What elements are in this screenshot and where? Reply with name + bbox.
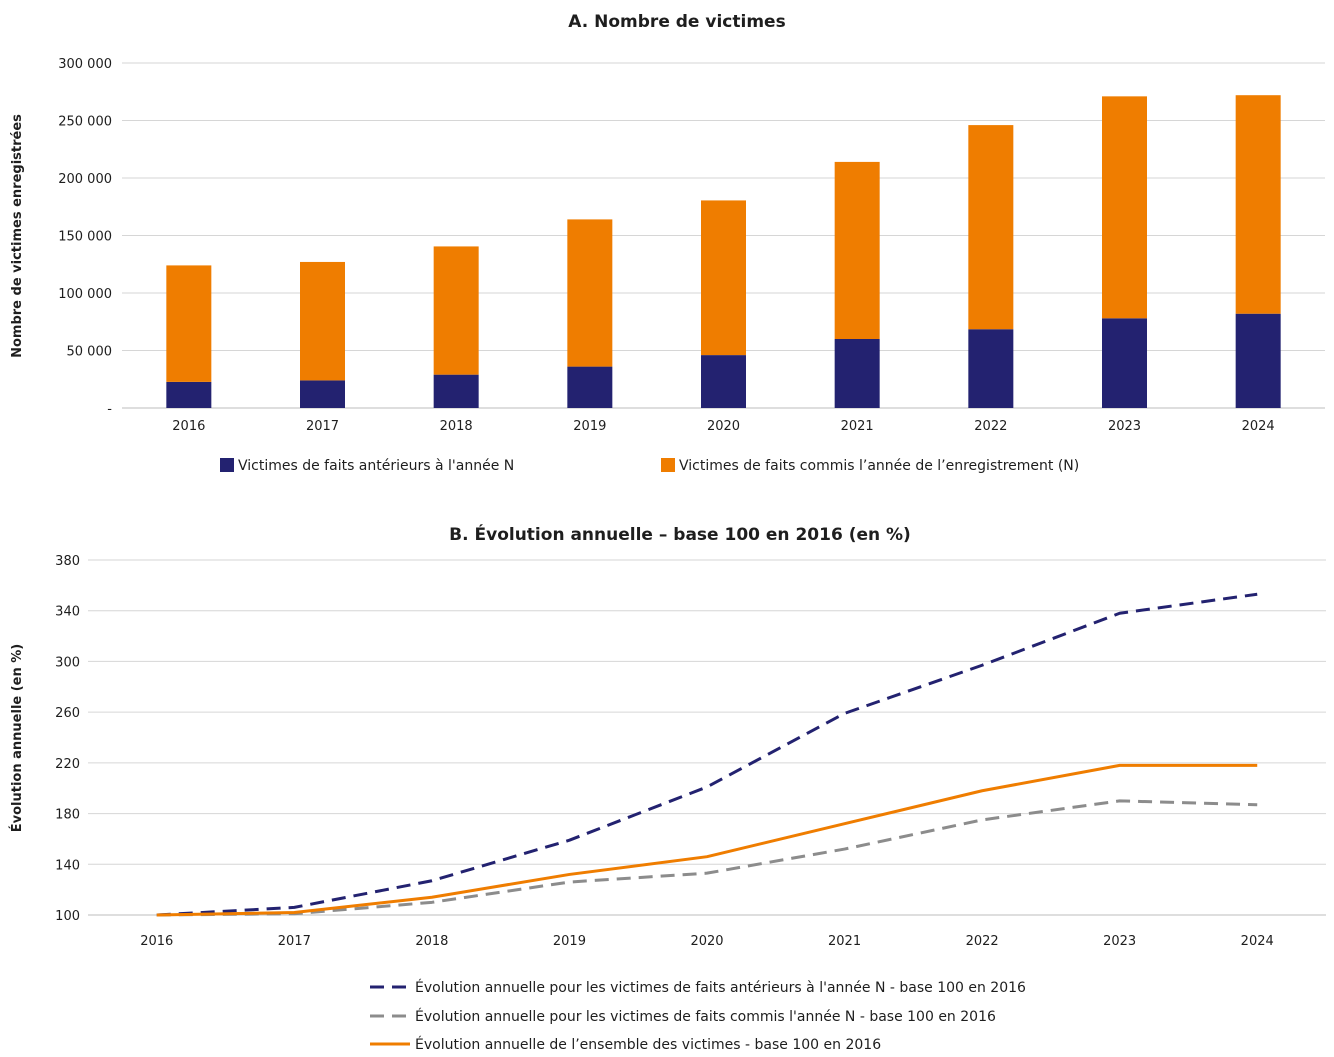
- y-tick-label: 340: [55, 605, 80, 620]
- legend-swatch: [661, 458, 675, 472]
- legend-label: Évolution annuelle pour les victimes de …: [415, 1008, 996, 1025]
- y-tick-label: 50 000: [67, 345, 113, 360]
- y-tick-label: 100: [55, 909, 80, 924]
- bar-segment-anterieurs: [433, 374, 479, 408]
- legend-swatch: [220, 458, 234, 472]
- x-tick-label: 2024: [1241, 934, 1274, 949]
- x-tick-label: 2021: [841, 419, 874, 434]
- x-tick-label: 2020: [707, 419, 740, 434]
- x-tick-label: 2017: [278, 934, 311, 949]
- line-ensemble: [156, 763, 1258, 917]
- chart-b-legend: Évolution annuelle pour les victimes de …: [370, 979, 1026, 1053]
- bar-segment-annee-n: [968, 125, 1014, 330]
- bar-segment-anterieurs: [300, 380, 345, 408]
- bar-segment-annee-n: [567, 219, 613, 367]
- legend-label: Évolution annuelle pour les victimes de …: [415, 979, 1026, 996]
- x-tick-label: 2022: [966, 934, 999, 949]
- chart-b-title: B. Évolution annuelle – base 100 en 2016…: [449, 523, 911, 545]
- x-tick-label: 2023: [1108, 419, 1141, 434]
- bar-segment-anterieurs: [1102, 318, 1147, 408]
- bar-segment-anterieurs: [834, 339, 880, 408]
- bar-segment-annee-n: [166, 265, 212, 382]
- y-tick-label: 250 000: [58, 115, 112, 130]
- y-tick-label: 150 000: [58, 230, 112, 245]
- y-tick-label: 140: [55, 858, 80, 873]
- bar-segment-annee-n: [300, 261, 345, 381]
- y-tick-label: -: [107, 402, 112, 417]
- x-tick-label: 2016: [140, 934, 173, 949]
- bar-segment-annee-n: [433, 246, 479, 375]
- x-tick-label: 2020: [690, 934, 723, 949]
- line-anterieurs: [156, 592, 1258, 917]
- bar-segment-annee-n: [1235, 95, 1281, 314]
- y-tick-label: 220: [55, 757, 80, 772]
- legend-label: Évolution annuelle de l’ensemble des vic…: [415, 1036, 881, 1053]
- legend-label: Victimes de faits commis l’année de l’en…: [679, 458, 1079, 474]
- x-tick-label: 2019: [553, 934, 586, 949]
- bar-segment-annee-n: [1102, 96, 1147, 319]
- legend-label: Victimes de faits antérieurs à l'année N: [238, 458, 514, 474]
- bar-segment-anterieurs: [1235, 313, 1281, 408]
- y-tick-label: 180: [55, 808, 80, 823]
- line-commis-annee-n: [156, 799, 1258, 917]
- y-tick-label: 300 000: [58, 57, 112, 72]
- x-tick-label: 2023: [1103, 934, 1136, 949]
- bar-segment-annee-n: [701, 200, 746, 356]
- x-tick-label: 2017: [306, 419, 339, 434]
- x-tick-label: 2018: [415, 934, 448, 949]
- x-tick-label: 2021: [828, 934, 861, 949]
- y-tick-label: 380: [55, 554, 80, 569]
- y-tick-label: 300: [55, 655, 80, 670]
- bar-segment-anterieurs: [968, 329, 1014, 408]
- x-tick-label: 2019: [573, 419, 606, 434]
- bar-segment-anterieurs: [166, 381, 212, 408]
- chart-a-title: A. Nombre de victimes: [568, 12, 785, 32]
- chart-a-plot: - 50 000 100 000 150 000 200 000 250 000 300 0…: [58, 57, 1325, 434]
- x-tick-label: 2022: [974, 419, 1007, 434]
- y-tick-label: 260: [55, 706, 80, 721]
- chart-b-plot: 100 140 180 220 260 300 340 380 2016 2017 2018 2019…: [55, 554, 1326, 949]
- bar-segment-anterieurs: [701, 355, 746, 408]
- x-tick-label: 2018: [440, 419, 473, 434]
- x-tick-label: 2016: [172, 419, 205, 434]
- y-tick-label: 100 000: [58, 287, 112, 302]
- chart-b-ylabel: Évolution annuelle (en %): [9, 644, 25, 833]
- bar-segment-anterieurs: [567, 366, 613, 408]
- chart-a-legend: Victimes de faits antérieurs à l'année N…: [220, 458, 1079, 474]
- bar-segment-annee-n: [834, 161, 880, 339]
- chart-a-ylabel: Nombre de victimes enregistrées: [10, 114, 25, 358]
- x-tick-label: 2024: [1242, 419, 1275, 434]
- y-tick-label: 200 000: [58, 172, 112, 187]
